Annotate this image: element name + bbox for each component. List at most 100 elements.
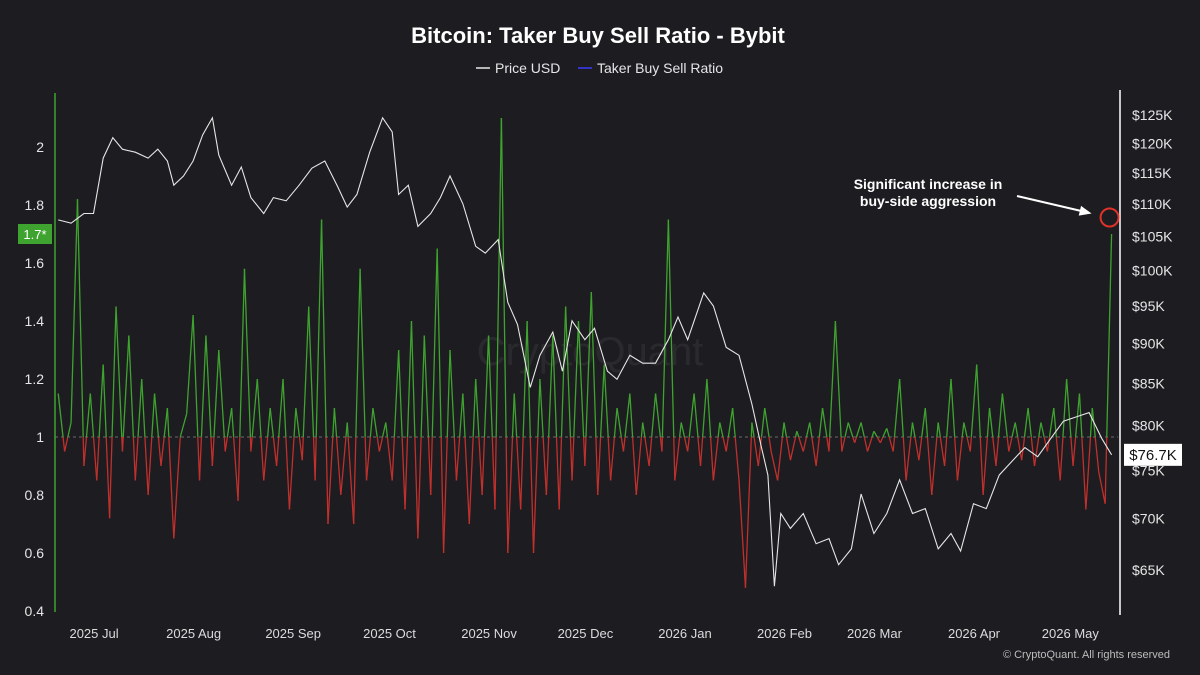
ratio-segment xyxy=(440,436,445,554)
ratio-segment xyxy=(798,436,804,452)
ratio-segment xyxy=(642,422,646,438)
ratio-segment xyxy=(464,436,470,525)
ratio-segment xyxy=(699,436,704,467)
right-tick-label: $85K xyxy=(1132,375,1165,391)
ratio-segment xyxy=(674,436,681,481)
ratio-segment xyxy=(359,268,366,438)
ratio-segment xyxy=(475,378,480,438)
ratio-segment xyxy=(108,436,113,519)
ratio-segment xyxy=(539,378,544,438)
ratio-segment xyxy=(1033,436,1040,467)
ratio-segment xyxy=(1014,422,1019,438)
ratio-segment xyxy=(385,422,389,438)
ratio-segment xyxy=(320,219,327,438)
ratio-segment xyxy=(914,436,920,461)
ratio-segment xyxy=(590,291,597,438)
right-tick-label: $80K xyxy=(1132,418,1165,434)
ratio-segment xyxy=(269,407,275,438)
ratio-segment xyxy=(644,436,650,467)
ratio-segment xyxy=(805,422,811,438)
left-tick-label: 0.6 xyxy=(25,545,45,561)
ratio-segment xyxy=(333,407,338,438)
ratio-segment xyxy=(511,393,515,438)
ratio-segment xyxy=(70,199,79,423)
ratio-segment xyxy=(487,335,493,438)
ratio-segment xyxy=(785,436,792,461)
ratio-segment xyxy=(1021,436,1026,461)
right-axis: $65K $70K $75K $80K $85K $90K $95K $100K $105K $1… xyxy=(1132,107,1173,578)
ratio-segment xyxy=(285,436,291,510)
ratio-segment xyxy=(205,335,212,438)
ratio-segment xyxy=(173,436,181,539)
ratio-segment xyxy=(635,436,643,496)
ratio-segment xyxy=(844,422,849,438)
ratio-segment xyxy=(873,430,878,438)
ratio-segment xyxy=(1085,436,1092,510)
ratio-segment xyxy=(507,436,514,554)
ratio-segment xyxy=(308,306,315,438)
ratio-segment xyxy=(829,320,837,438)
ratio-segment xyxy=(585,291,592,438)
ratio-segment xyxy=(218,349,225,438)
ratio-segment xyxy=(522,320,528,438)
ratio-segment xyxy=(781,422,785,438)
ratio-segment xyxy=(520,436,524,510)
ratio-segment xyxy=(943,436,948,467)
left-tick-label: 1.2 xyxy=(25,371,45,387)
ratio-segment xyxy=(1106,233,1113,438)
ratio-segment xyxy=(62,436,66,452)
ratio-segment xyxy=(1074,393,1081,438)
ratio-segment xyxy=(854,436,858,443)
ratio-segment xyxy=(446,349,451,438)
ratio-segment xyxy=(364,436,368,481)
ratio-segment xyxy=(678,422,682,438)
ratio-segment xyxy=(397,349,403,438)
ratio-segment xyxy=(266,407,271,438)
ratio-segment xyxy=(680,422,686,438)
ratio-segment xyxy=(340,436,347,496)
right-current-value-label: $76.7K xyxy=(1129,447,1177,464)
ratio-segment xyxy=(924,407,929,438)
ratio-segment xyxy=(802,436,808,452)
ratio-segment xyxy=(1089,407,1093,438)
ratio-segment xyxy=(776,436,784,481)
ratio-segment xyxy=(85,393,91,438)
ratio-segment xyxy=(979,436,984,496)
ratio-segment xyxy=(834,320,842,438)
ratio-segment xyxy=(828,436,831,452)
right-tick-label: $90K xyxy=(1132,336,1165,352)
left-tick-label: 1 xyxy=(36,429,44,445)
ratio-segment xyxy=(230,407,235,438)
ratio-segment xyxy=(1017,436,1023,461)
ratio-segment xyxy=(956,436,963,481)
ratio-segment xyxy=(712,436,719,481)
ratio-segment xyxy=(876,436,881,444)
ratio-segment xyxy=(970,364,978,438)
ratio-segment xyxy=(83,436,88,467)
legend-price-label: Price USD xyxy=(495,60,560,76)
ratio-segment xyxy=(693,393,699,438)
ratio-segment xyxy=(892,436,896,452)
ratio-segment xyxy=(198,436,203,481)
ratio-segment xyxy=(355,268,361,438)
ratio-segment xyxy=(603,364,609,438)
ratio-segment xyxy=(1030,436,1036,467)
ratio-segment xyxy=(295,407,301,438)
ratio-segment xyxy=(63,436,69,452)
ratio-segment xyxy=(751,422,755,438)
ratio-segment xyxy=(226,407,233,438)
ratio-segment xyxy=(722,436,727,452)
ratio-segment xyxy=(1065,378,1072,438)
ratio-segment xyxy=(753,436,759,467)
ratio-segment xyxy=(122,335,130,438)
right-current-badge: $76.7K xyxy=(1124,443,1182,466)
ratio-segment xyxy=(96,436,100,481)
left-current-badge-bg xyxy=(18,224,52,244)
ratio-segment xyxy=(918,436,923,461)
ratio-segment xyxy=(963,422,968,438)
ratio-segment xyxy=(386,436,393,481)
ratio-segment xyxy=(548,335,554,438)
ratio-segment xyxy=(921,407,926,438)
ratio-segment xyxy=(102,364,107,438)
ratio-segment xyxy=(278,378,284,438)
